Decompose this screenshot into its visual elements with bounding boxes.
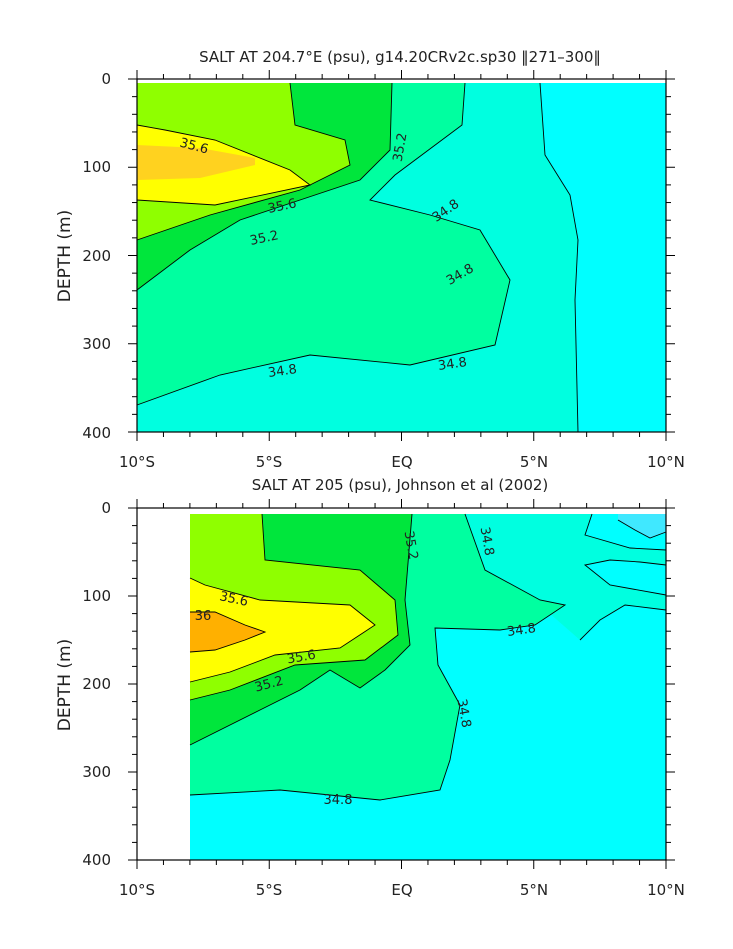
bottom-x-tick-label: 10°N: [647, 881, 685, 899]
bottom-contour-36-0: [189, 611, 267, 653]
top-y-tick-label: 100: [82, 158, 111, 176]
top-contour-label: 35.6: [178, 136, 210, 158]
bottom-y-tick-label: 300: [82, 763, 111, 781]
bottom-contour-34-6: [579, 513, 667, 641]
bottom-fill-36-0: [190, 612, 265, 652]
bottom-y-tick-label: 200: [82, 675, 111, 693]
top-contour-label: 35.2: [391, 132, 411, 163]
bottom-contour-label: 34.8: [506, 621, 537, 640]
bottom-contour-label: 34.8: [454, 698, 474, 729]
bottom-contour-35-0: [189, 513, 413, 746]
top-y-tick-label: 0: [101, 70, 111, 88]
bottom-contour-label: 34.8: [477, 526, 497, 557]
bottom-contour-34-4: [617, 519, 667, 539]
top-contour-label: 35.2: [249, 228, 280, 249]
bottom-contour-label: 35.2: [401, 530, 421, 561]
bottom-contour-label: 36: [195, 609, 212, 624]
top-tick-marks: [128, 70, 675, 441]
panel-bottom-title: SALT AT 205 (psu), Johnson et al (2002): [252, 476, 549, 494]
bottom-y-tick-label: 100: [82, 587, 111, 605]
bottom-contour-label: 35.2: [253, 674, 285, 696]
bottom-contour-34-8: [189, 513, 567, 801]
top-x-tick-label: 5°S: [256, 453, 283, 471]
top-contour-35-6: [136, 124, 312, 206]
bottom-y-tick-label: 400: [82, 851, 111, 869]
panel-bottom-observed-section: SALT AT 205 (psu), Johnson et al (2002) …: [55, 476, 685, 899]
top-x-tick-label: EQ: [391, 453, 412, 471]
top-fill-highest: [137, 145, 255, 180]
bottom-contour-label: 35.6: [218, 589, 249, 610]
top-contour-34-8: [136, 82, 511, 406]
bottom-y-axis-label: DEPTH (m): [55, 639, 75, 731]
top-x-tick-label: 10°N: [647, 453, 685, 471]
top-contour-35-0: [136, 82, 393, 291]
top-contour-label: 34.8: [267, 362, 298, 381]
top-x-tick-label: 5°N: [520, 453, 548, 471]
bottom-x-tick-label: 5°N: [520, 881, 548, 899]
bottom-tick-marks: [128, 499, 675, 869]
panel-top-model-section: SALT AT 204.7°E (psu), g14.20CRv2c.sp30 …: [55, 48, 685, 471]
top-y-axis-label: DEPTH (m): [55, 210, 75, 302]
top-contour-35-2: [136, 82, 351, 241]
panel-top-title: SALT AT 204.7°E (psu), g14.20CRv2c.sp30 …: [199, 48, 601, 66]
top-x-tick-label: 10°S: [119, 453, 155, 471]
top-contour-34-6: [539, 82, 579, 433]
bottom-fill-34-4: [618, 514, 666, 538]
top-y-tick-label: 300: [82, 335, 111, 353]
bottom-y-tick-label: 0: [101, 499, 111, 517]
bottom-contour-label: 35.6: [286, 648, 317, 668]
bottom-contour-label: 34.8: [324, 793, 353, 808]
bottom-x-tick-label: 5°S: [256, 881, 283, 899]
bottom-x-tick-label: 10°S: [119, 881, 155, 899]
top-contour-label: 35.6: [267, 196, 298, 217]
top-contour-label: 34.8: [437, 355, 468, 374]
bottom-contour-35-6: [189, 577, 376, 683]
bottom-contour-35-2: [189, 513, 399, 701]
bottom-x-tick-label: EQ: [391, 881, 412, 899]
top-y-tick-label: 400: [82, 424, 111, 442]
top-y-tick-label: 200: [82, 247, 111, 265]
